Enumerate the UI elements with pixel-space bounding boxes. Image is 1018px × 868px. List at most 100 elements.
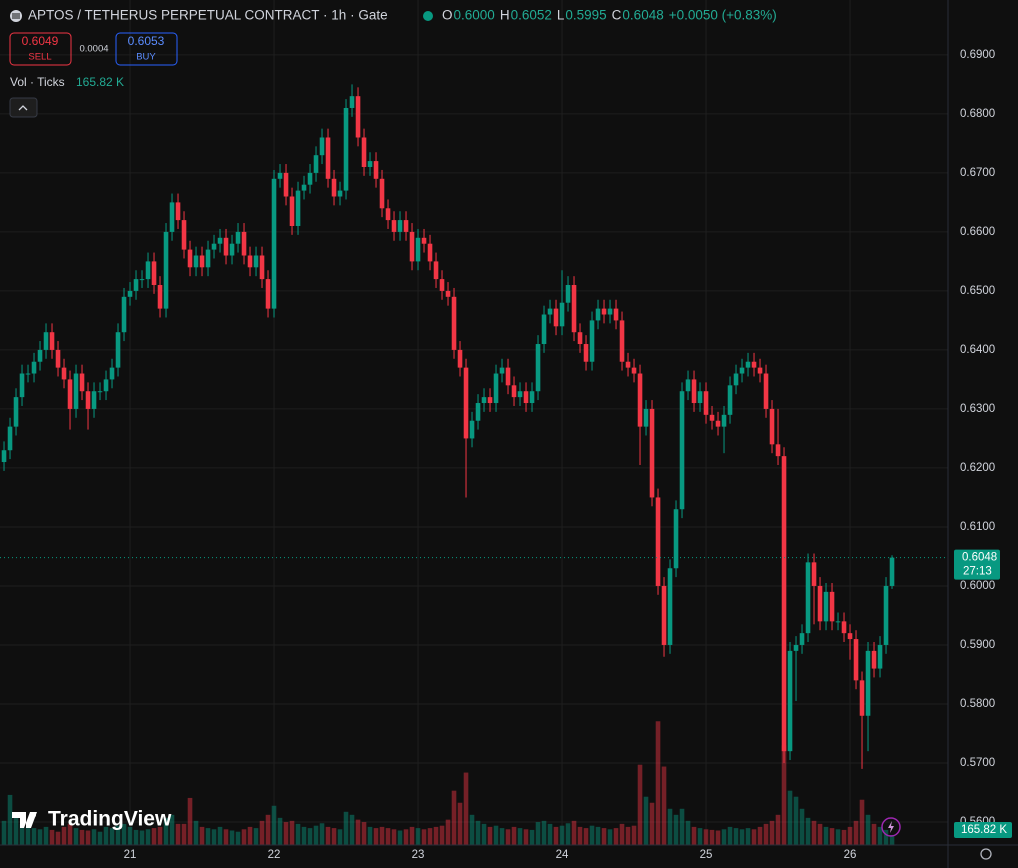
volume-bar [781,745,787,845]
volume-bar [163,817,169,845]
buy-button[interactable] [115,32,178,66]
buy-label[interactable]: BUY [136,52,156,63]
candle-body [733,373,739,386]
candle-body [349,96,355,108]
lightning-icon [888,821,894,833]
volume-bar [61,826,67,845]
volume-bar [109,828,115,845]
sell-label[interactable]: SELL [28,52,51,63]
volume-bar [679,808,685,845]
volume-bar [439,825,445,845]
candle-body [451,296,457,350]
candle-body [295,190,301,227]
volume-bar [529,829,535,845]
volume-bar [607,829,613,845]
candle-body [409,231,415,262]
volume-bar [481,823,487,845]
volume-bar [619,823,625,845]
candle-body [691,379,697,404]
volume-bar [217,826,223,845]
volume-bar [715,830,721,845]
ohlc-label: L [557,8,565,23]
candle-body [241,231,247,256]
volume-bar [667,808,673,845]
candle-body [43,332,49,350]
volume-bar [499,828,505,845]
candle-body [199,255,205,268]
candle-body [505,367,511,386]
y-tick-label: 0.5700 [960,757,995,769]
candle-body [601,308,607,315]
sell-button[interactable] [9,32,72,66]
candle-body [355,96,361,138]
volume-bar [181,823,187,845]
candle-body [7,426,13,451]
candle-body [253,255,259,268]
candle-body [271,178,277,309]
candle-body [823,591,829,622]
last-price-label: 0.6048 [962,552,997,564]
candle-body [697,391,703,404]
volume-bar [199,826,205,845]
volume-bar [409,826,415,845]
candle-body [877,644,883,669]
volume-bar [187,797,193,845]
volume-bar [367,826,373,845]
volume-legend-label: Vol · Ticks [10,75,65,89]
sell-price[interactable]: 0.6049 [22,34,59,48]
candle-body [661,585,667,645]
collapse-button[interactable] [9,97,38,118]
candle-body [613,308,619,321]
candle-body [373,161,379,179]
candle-body [799,633,805,645]
volume-bar [535,822,541,845]
x-tick-label: 25 [700,849,713,861]
volume-bar [817,823,823,845]
candle-body [283,172,289,197]
volume-bar [283,822,289,845]
candle-body [469,420,475,439]
volume-bar [625,826,631,845]
volume-bar [505,829,511,845]
volume-bar [295,823,301,845]
volume-badge [954,821,1012,838]
volume-legend-value: 165.82 K [76,75,124,89]
candle-body [235,231,241,244]
candle-body [805,562,811,634]
candle-body [25,373,31,375]
symbol-title[interactable]: APTOS / TETHERUS PERPETUAL CONTRACT · 1h… [28,8,388,23]
volume-bar [379,826,385,845]
volume-layer [1,721,895,845]
settings-button[interactable] [980,848,992,860]
volume-bar [445,819,451,845]
volume-bar [169,814,175,845]
candle-body [853,639,859,681]
candle-body [151,261,157,286]
candle-body [583,344,589,362]
candle-body [763,373,769,409]
candle-body [631,367,637,374]
candle-body [85,391,91,409]
volume-bar [19,823,25,845]
y-tick-label: 0.6100 [960,521,995,533]
volume-bar [79,829,85,845]
volume-bar [805,817,811,845]
countdown: 27:13 [963,566,992,578]
candle-body [169,202,175,232]
volume-bar [703,829,709,845]
volume-bar [241,829,247,845]
volume-bar [685,820,691,845]
volume-bar [673,814,679,845]
volume-bar [877,826,883,845]
lightning-button[interactable] [881,817,901,837]
candle-body [343,107,349,191]
volume-bar [343,811,349,845]
candle-body [403,220,409,232]
volume-bar [709,829,715,845]
candle-body [229,243,235,256]
buy-price[interactable]: 0.6053 [128,34,165,48]
volume-bar [91,829,97,845]
y-tick-label: 0.6900 [960,49,995,61]
volume-bar [655,721,661,845]
